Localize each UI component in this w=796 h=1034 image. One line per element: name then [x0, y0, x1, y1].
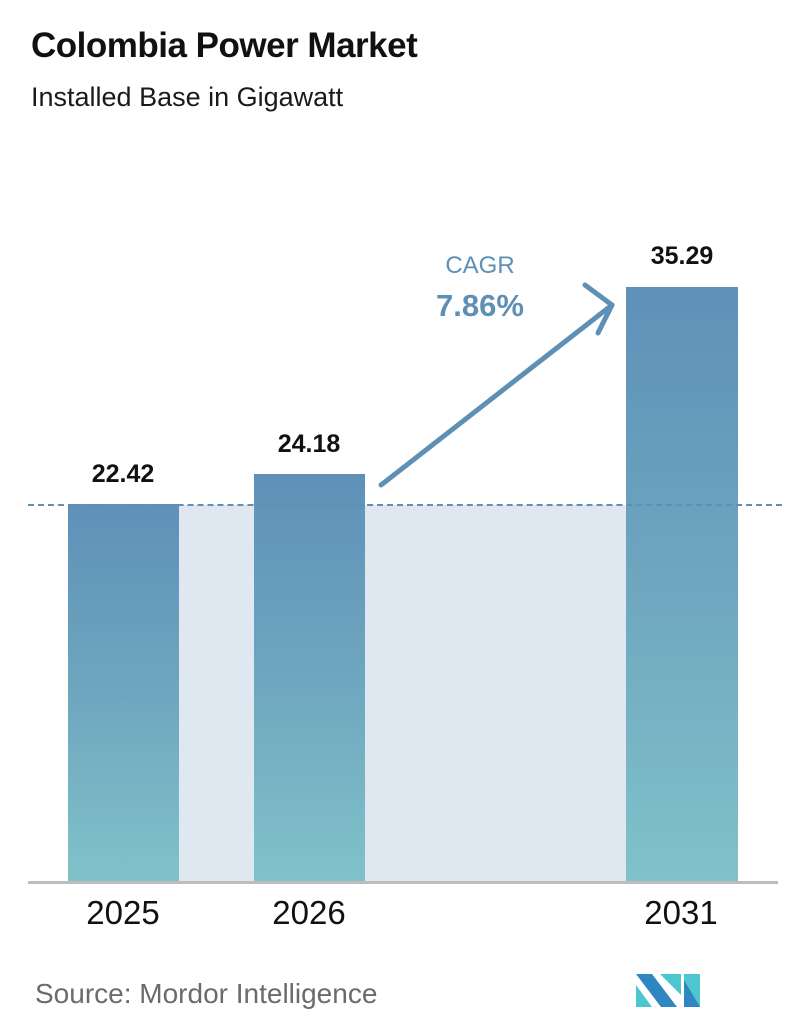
x-label-2026: 2026 — [272, 894, 346, 931]
bar-2025 — [68, 504, 179, 882]
value-label-2026: 24.18 — [277, 430, 341, 458]
source-text: Source: Mordor Intelligence — [35, 978, 378, 1009]
cagr-label: CAGR — [445, 252, 515, 279]
x-label-2025: 2025 — [86, 894, 160, 931]
bar-2026 — [254, 474, 365, 882]
chart-subtitle: Installed Base in Gigawatt — [31, 82, 344, 112]
x-axis-baseline — [28, 881, 778, 884]
bar-2031 — [626, 287, 738, 882]
x-label-2031: 2031 — [644, 894, 718, 931]
cagr-value: 7.86% — [436, 288, 524, 323]
value-label-2031: 35.29 — [650, 242, 714, 270]
value-label-2025: 22.42 — [91, 460, 155, 488]
reference-dashed-line — [28, 504, 782, 506]
chart-title: Colombia Power Market — [31, 26, 418, 65]
